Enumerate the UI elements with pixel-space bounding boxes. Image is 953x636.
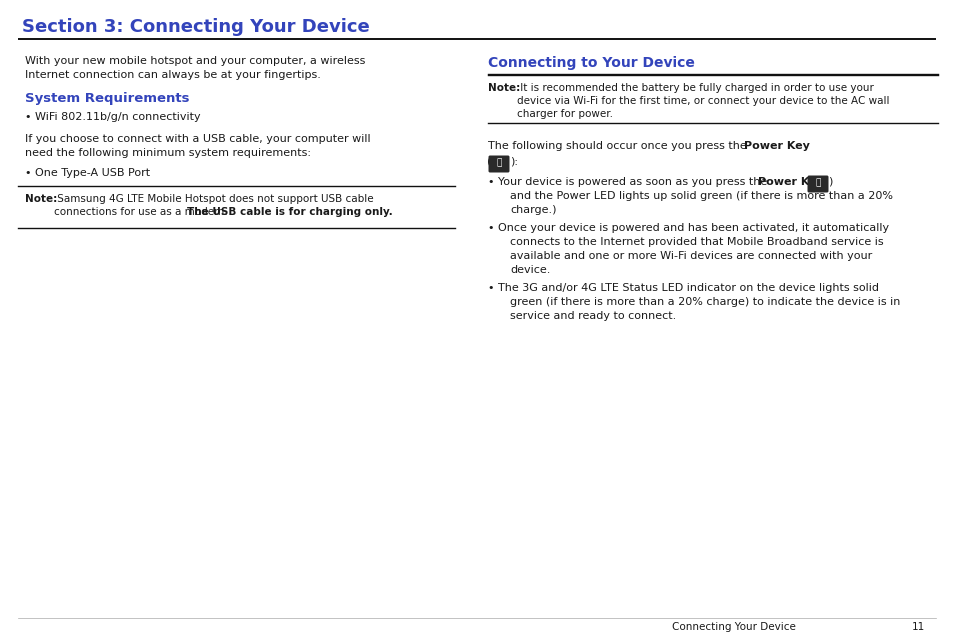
Text: ⏻: ⏻ xyxy=(496,158,501,167)
Text: • Once your device is powered and has been activated, it automatically: • Once your device is powered and has be… xyxy=(488,223,888,233)
Text: ):: ): xyxy=(510,156,517,166)
Text: Power Key: Power Key xyxy=(758,177,823,187)
Text: charger for power.: charger for power. xyxy=(517,109,613,119)
Text: Power Key: Power Key xyxy=(743,141,809,151)
Text: • One Type-A USB Port: • One Type-A USB Port xyxy=(25,168,150,178)
Text: System Requirements: System Requirements xyxy=(25,92,190,105)
Text: With your new mobile hotspot and your computer, a wireless: With your new mobile hotspot and your co… xyxy=(25,56,365,66)
Text: The USB cable is for charging only.: The USB cable is for charging only. xyxy=(187,207,393,217)
Text: It is recommended the battery be fully charged in order to use your: It is recommended the battery be fully c… xyxy=(517,83,873,93)
Text: connects to the Internet provided that Mobile Broadband service is: connects to the Internet provided that M… xyxy=(510,237,882,247)
Text: green (if there is more than a 20% charge) to indicate the device is in: green (if there is more than a 20% charg… xyxy=(510,297,900,307)
Text: 11: 11 xyxy=(911,622,924,632)
Text: ⏻: ⏻ xyxy=(815,179,820,188)
Text: available and one or more Wi-Fi devices are connected with your: available and one or more Wi-Fi devices … xyxy=(510,251,871,261)
Text: Note:: Note: xyxy=(25,194,57,204)
FancyBboxPatch shape xyxy=(488,155,509,172)
Text: charge.): charge.) xyxy=(510,205,556,215)
Text: Connecting Your Device: Connecting Your Device xyxy=(671,622,795,632)
FancyBboxPatch shape xyxy=(806,176,827,193)
Text: Internet connection can always be at your fingertips.: Internet connection can always be at you… xyxy=(25,70,320,80)
Text: Connecting to Your Device: Connecting to Your Device xyxy=(488,56,694,70)
Text: • The 3G and/or 4G LTE Status LED indicator on the device lights solid: • The 3G and/or 4G LTE Status LED indica… xyxy=(488,283,878,293)
Text: • WiFi 802.11b/g/n connectivity: • WiFi 802.11b/g/n connectivity xyxy=(25,112,200,122)
Text: (: ( xyxy=(486,156,491,166)
Text: device.: device. xyxy=(510,265,550,275)
Text: Section 3: Connecting Your Device: Section 3: Connecting Your Device xyxy=(22,18,370,36)
Text: The following should occur once you press the: The following should occur once you pres… xyxy=(488,141,749,151)
Text: Samsung 4G LTE Mobile Hotspot does not support USB cable: Samsung 4G LTE Mobile Hotspot does not s… xyxy=(54,194,374,204)
Text: If you choose to connect with a USB cable, your computer will: If you choose to connect with a USB cabl… xyxy=(25,134,370,144)
Text: and the Power LED lights up solid green (if there is more than a 20%: and the Power LED lights up solid green … xyxy=(510,191,892,201)
Text: connections for use as a modem.: connections for use as a modem. xyxy=(54,207,231,217)
Text: need the following minimum system requirements:: need the following minimum system requir… xyxy=(25,148,311,158)
Text: device via Wi-Fi for the first time, or connect your device to the AC wall: device via Wi-Fi for the first time, or … xyxy=(517,96,888,106)
Text: service and ready to connect.: service and ready to connect. xyxy=(510,311,676,321)
Text: ): ) xyxy=(827,177,832,187)
Text: Note:: Note: xyxy=(488,83,519,93)
Text: • Your device is powered as soon as you press the: • Your device is powered as soon as you … xyxy=(488,177,770,187)
